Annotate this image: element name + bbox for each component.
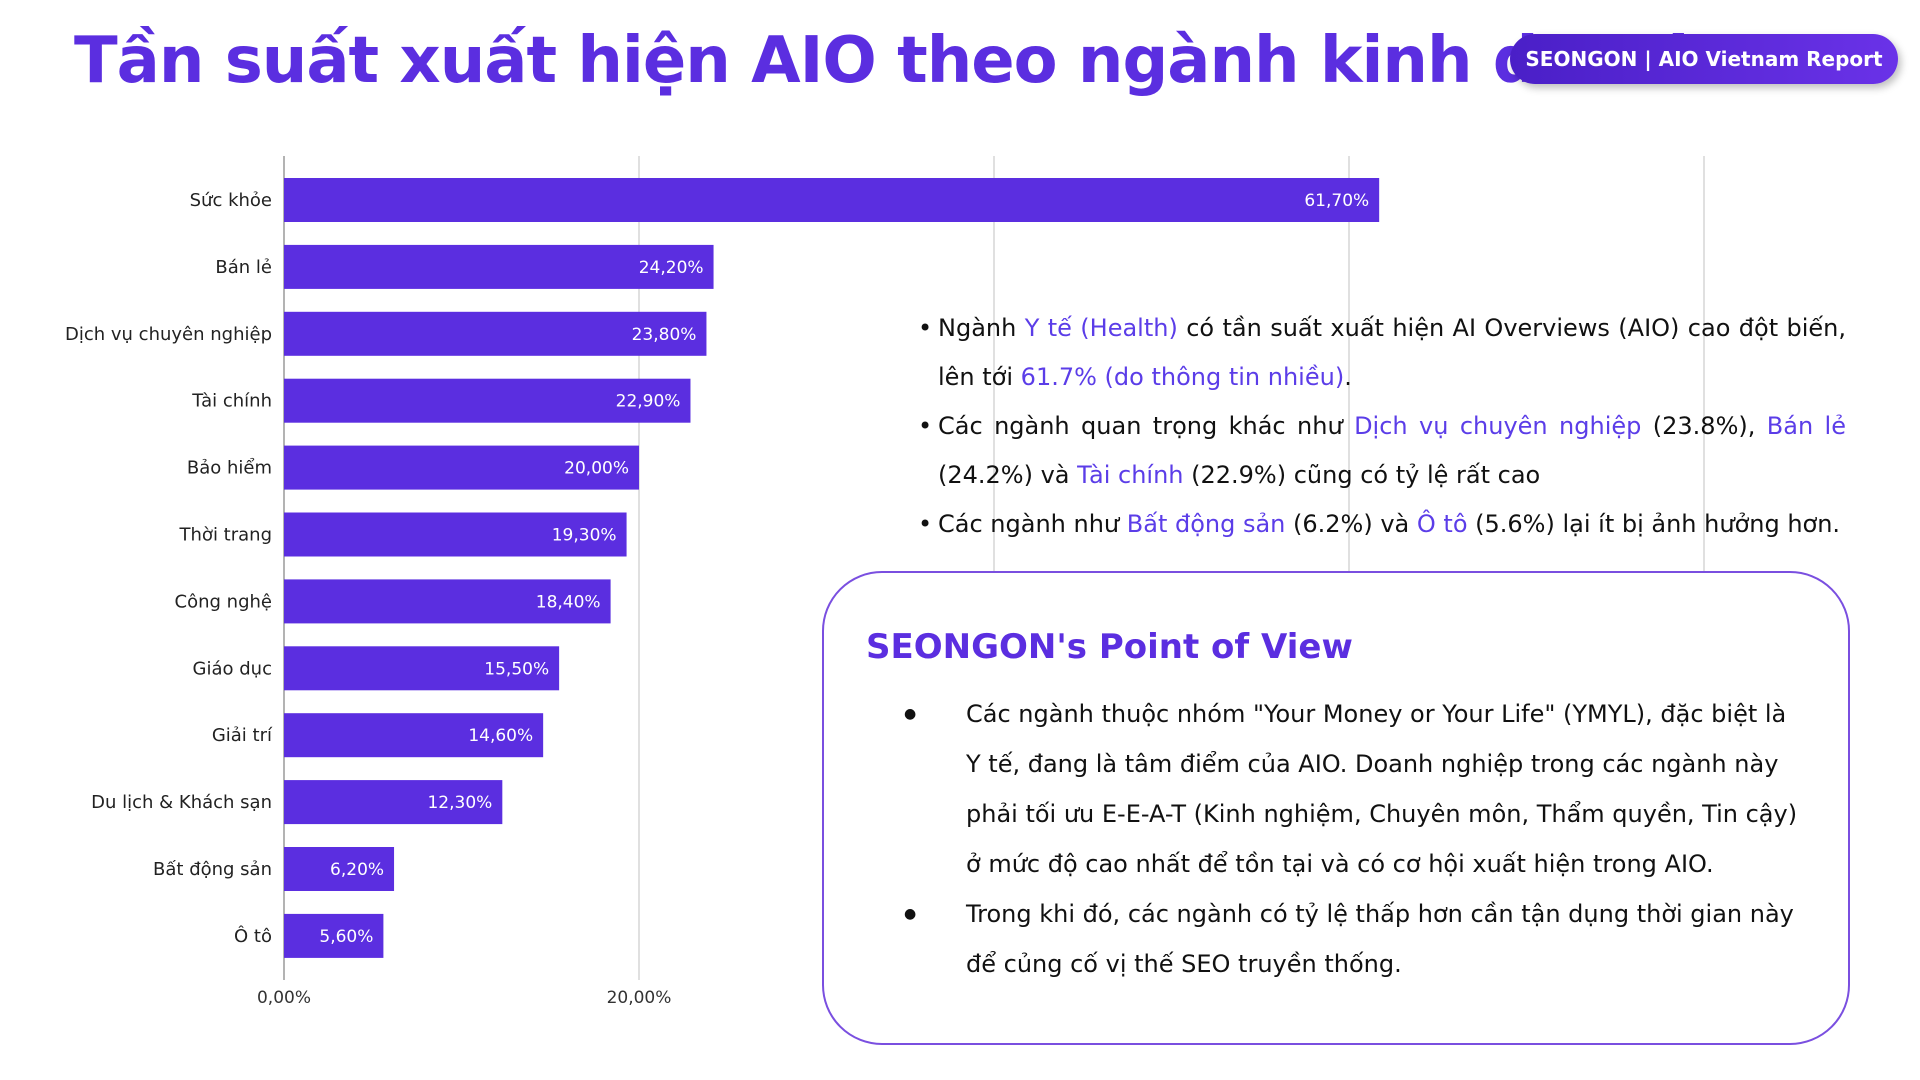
value-label: 20,00% xyxy=(564,459,629,479)
insight-text: (24.2%) và xyxy=(938,461,1078,489)
category-label: Thời trang xyxy=(179,525,272,546)
value-labels: 61,70% 24,20% 23,80% 22,90% 20,00% 19,30% 18,4… xyxy=(319,191,1369,947)
bar xyxy=(284,512,627,557)
insight-text: . xyxy=(1344,363,1352,391)
insight-text: có tần suất xuất hiện AI Overviews (AIO)… xyxy=(938,314,1846,391)
value-label: 14,60% xyxy=(468,726,533,746)
category-label: Giải trí xyxy=(212,725,273,746)
category-label: Bất động sản xyxy=(153,859,272,880)
highlight-text: Ô tô xyxy=(1416,510,1468,538)
bar xyxy=(284,713,544,758)
value-label: 18,40% xyxy=(536,592,601,612)
insight-text: (23.8%), xyxy=(1641,412,1767,440)
bar xyxy=(284,913,384,958)
category-label: Tài chính xyxy=(191,391,272,412)
bar xyxy=(284,178,1380,222)
bars xyxy=(284,178,1380,958)
insight-item: Các ngành quan trọng khác như Dịch vụ ch… xyxy=(916,402,1846,500)
value-label: 23,80% xyxy=(632,325,697,345)
insight-text: Các ngành như xyxy=(938,510,1127,538)
bar xyxy=(284,311,707,356)
value-label: 22,90% xyxy=(616,392,681,412)
bar xyxy=(284,780,503,825)
highlight-text: Dịch vụ chuyên nghiệp xyxy=(1354,412,1642,440)
value-label: 24,20% xyxy=(639,258,704,278)
category-label: Ô tô xyxy=(234,925,272,947)
category-label: Công nghệ xyxy=(175,591,272,612)
bar xyxy=(284,847,395,891)
highlight-text: Tài chính xyxy=(1077,461,1184,489)
value-label: 12,30% xyxy=(427,793,492,813)
pov-title: SEONGON's Point of View xyxy=(866,627,1353,667)
highlight-text: Bất động sản xyxy=(1126,510,1286,538)
category-labels: Sức khỏe Bán lẻ Dịch vụ chuyên nghiệp Tài c… xyxy=(65,190,273,947)
category-label: Giáo dục xyxy=(193,658,272,679)
value-label: 6,20% xyxy=(330,860,384,880)
bar xyxy=(284,579,611,624)
category-label: Dịch vụ chuyên nghiệp xyxy=(65,324,272,345)
value-label: 5,60% xyxy=(319,927,373,947)
insight-text: Ngành xyxy=(938,314,1025,342)
insight-text: (5.6%) lại ít bị ảnh hưởng hơn. xyxy=(1467,510,1841,538)
pov-list: Các ngành thuộc nhóm "Your Money or Your… xyxy=(866,689,1806,989)
bar xyxy=(284,378,691,423)
insight-item: Ngành Y tế (Health) có tần suất xuất hiệ… xyxy=(916,304,1846,402)
insight-list: Ngành Y tế (Health) có tần suất xuất hiệ… xyxy=(916,304,1846,549)
category-label: Bán lẻ xyxy=(215,257,272,278)
pov-bullet: Các ngành thuộc nhóm "Your Money or Your… xyxy=(866,689,1806,889)
x-tick-label: 20,00% xyxy=(607,988,672,1008)
insight-text: (6.2%) và xyxy=(1285,510,1417,538)
insight-item: Các ngành như Bất động sản (6.2%) và Ô t… xyxy=(916,500,1846,549)
x-axis-ticks: 0,00% 20,00% xyxy=(257,988,671,1008)
value-label: 61,70% xyxy=(1304,191,1369,211)
pov-box: SEONGON's Point of View Các ngành thuộc … xyxy=(822,571,1850,1045)
value-label: 19,30% xyxy=(552,526,617,546)
x-tick-label: 0,00% xyxy=(257,988,311,1008)
category-label: Bảo hiểm xyxy=(187,458,272,479)
insight-text: (22.9%) cũng có tỷ lệ rất cao xyxy=(1183,461,1541,489)
category-label: Sức khỏe xyxy=(190,190,272,211)
pov-bullet: Trong khi đó, các ngành có tỷ lệ thấp hơ… xyxy=(866,889,1806,989)
report-badge: SEONGON | AIO Vietnam Report xyxy=(1510,34,1898,84)
insight-text: Các ngành quan trọng khác như xyxy=(938,412,1355,440)
bar xyxy=(284,445,639,490)
page-title: Tần suất xuất hiện AIO theo ngành kinh d… xyxy=(74,24,1713,98)
bar xyxy=(284,244,714,289)
highlight-text: 61.7% (do thông tin nhiều) xyxy=(1020,363,1345,391)
highlight-text: Bán lẻ xyxy=(1766,412,1846,440)
highlight-text: Y tế (Health) xyxy=(1024,314,1178,342)
category-label: Du lịch & Khách sạn xyxy=(91,792,272,813)
value-label: 15,50% xyxy=(484,659,549,679)
bar xyxy=(284,646,560,691)
